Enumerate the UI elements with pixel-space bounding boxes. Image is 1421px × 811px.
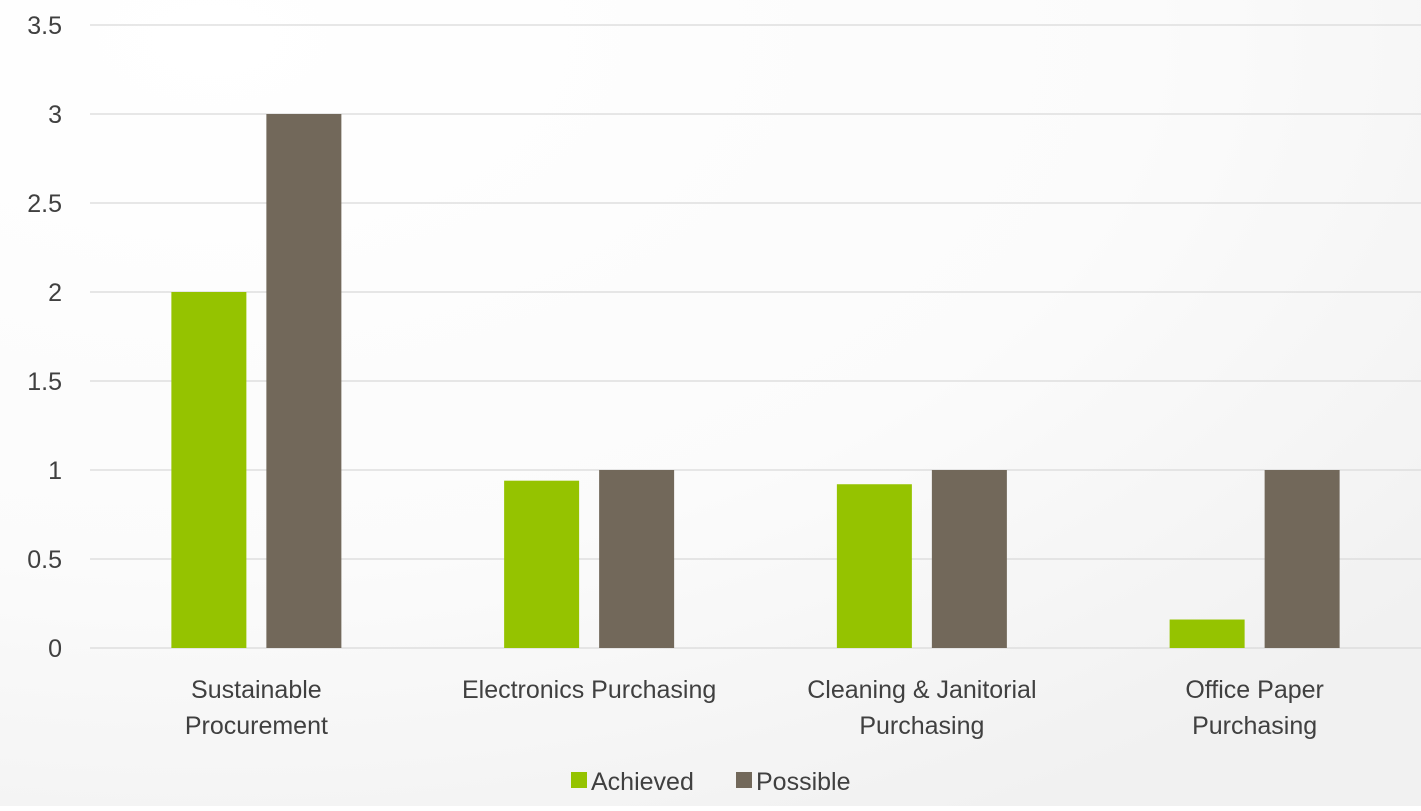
y-tick-label: 1 — [48, 457, 62, 485]
y-tick-label: 2 — [48, 279, 62, 307]
legend-swatch-possible — [736, 772, 752, 788]
bars — [171, 114, 1340, 648]
x-category-label-line: Purchasing — [859, 712, 984, 740]
bar-possible-0 — [266, 114, 342, 648]
x-category-label: Sustainable Procurement — [185, 676, 328, 740]
x-category-label-line: Sustainable — [191, 676, 322, 704]
x-category-label-line: Electronics Purchasing — [462, 676, 716, 704]
bar-achieved-1 — [504, 480, 580, 648]
x-category-label: Office Paper Purchasing — [1185, 676, 1324, 740]
bar-possible-1 — [599, 470, 675, 648]
x-category-label-line: Office Paper — [1185, 676, 1324, 704]
bar-possible-2 — [931, 470, 1007, 648]
y-axis-tick-labels: 0 0.5 1 1.5 2 2.5 3 3.5 — [27, 12, 62, 663]
y-tick-label: 0.5 — [27, 546, 62, 574]
y-tick-label: 3 — [48, 101, 62, 129]
y-tick-label: 3.5 — [27, 12, 62, 40]
legend-label-achieved: Achieved — [591, 768, 694, 796]
legend-swatch-achieved — [571, 772, 587, 788]
legend-label-possible: Possible — [756, 768, 851, 796]
y-tick-label: 1.5 — [27, 368, 62, 396]
bar-achieved-2 — [836, 484, 912, 648]
bar-achieved-3 — [1169, 619, 1245, 648]
bar-possible-3 — [1264, 470, 1340, 648]
x-category-label-line: Purchasing — [1192, 712, 1317, 740]
x-category-label: Cleaning & Janitorial Purchasing — [807, 676, 1036, 740]
y-tick-label: 0 — [48, 635, 62, 663]
legend: Achieved Possible — [571, 768, 851, 796]
bar-achieved-0 — [171, 292, 247, 648]
y-tick-label: 2.5 — [27, 190, 62, 218]
x-category-label-line: Procurement — [185, 712, 328, 740]
x-category-label: Electronics Purchasing — [462, 676, 716, 704]
x-axis-category-labels: Sustainable Procurement Electronics Purcha… — [185, 676, 1324, 740]
x-category-label-line: Cleaning & Janitorial — [807, 676, 1036, 704]
